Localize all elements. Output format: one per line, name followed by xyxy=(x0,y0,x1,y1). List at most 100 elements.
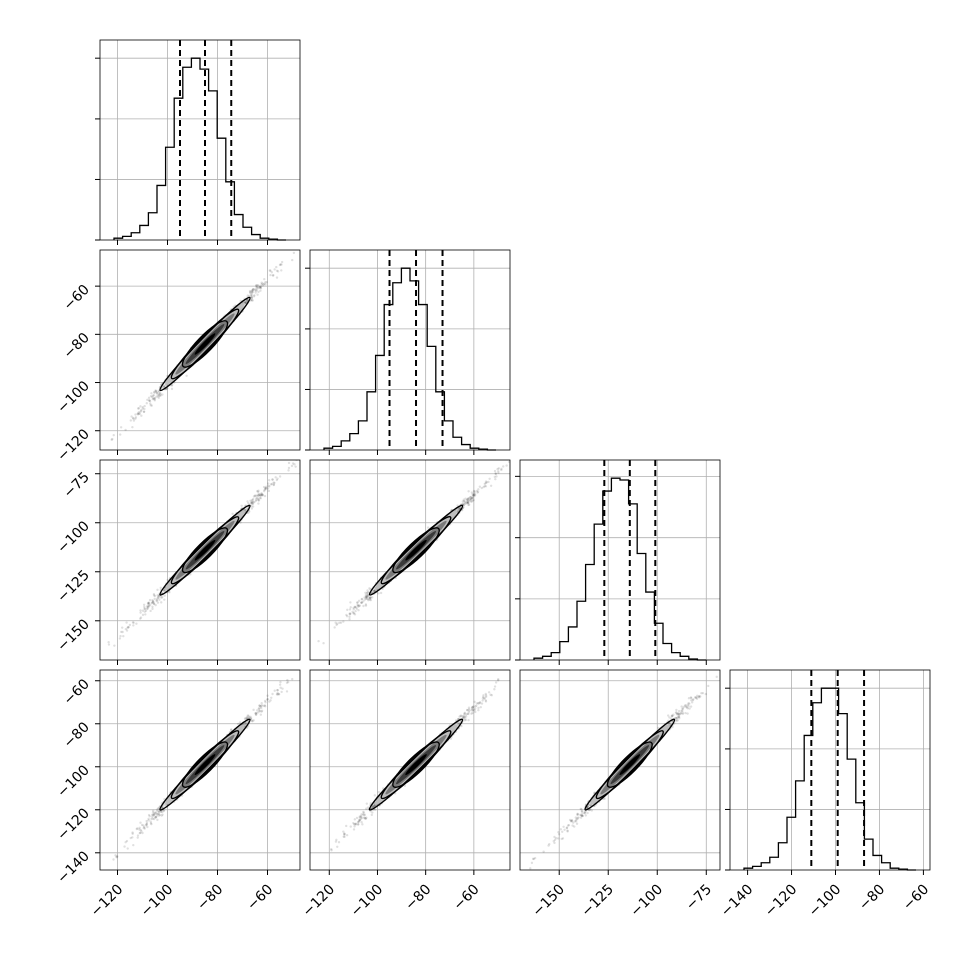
scatter-point xyxy=(250,502,253,505)
scatter-point xyxy=(150,392,153,395)
scatter-point xyxy=(687,702,690,705)
scatter-point xyxy=(262,485,266,489)
scatter-point xyxy=(149,609,152,613)
scatter-point xyxy=(259,287,263,290)
scatter-point xyxy=(149,404,152,407)
scatter-point xyxy=(255,494,259,497)
scatter-point xyxy=(143,407,146,411)
scatter-point xyxy=(280,690,283,694)
scatter-point xyxy=(364,817,367,820)
scatter-point xyxy=(140,414,143,417)
scatter-point xyxy=(244,301,247,305)
scatter-point xyxy=(342,830,345,833)
scatter-point xyxy=(473,708,476,712)
scatter-point xyxy=(140,408,143,412)
scatter-point xyxy=(482,485,485,489)
scatter-point xyxy=(330,848,333,851)
scatter-point xyxy=(275,478,279,482)
scatter-point xyxy=(372,590,375,593)
scatter-point xyxy=(698,696,701,699)
scatter-point xyxy=(141,613,145,617)
scatter-point xyxy=(110,438,113,441)
scatter-point xyxy=(138,410,141,414)
scatter-point xyxy=(137,407,141,410)
scatter-point xyxy=(461,502,464,505)
scatter-point xyxy=(147,396,151,400)
scatter-point xyxy=(252,719,255,722)
scatter-point xyxy=(259,285,262,289)
scatter-point xyxy=(494,477,497,481)
scatter-point xyxy=(507,460,510,464)
scatter-point xyxy=(338,621,341,624)
scatter-point xyxy=(131,425,134,429)
scatter-point xyxy=(249,715,252,719)
panel-frame xyxy=(309,669,511,871)
scatter-point xyxy=(336,845,339,848)
scatter-point xyxy=(144,824,148,827)
scatter-point xyxy=(257,502,260,505)
scatter-point xyxy=(153,597,156,601)
scatter-point xyxy=(154,811,157,814)
scatter-point xyxy=(152,602,156,605)
scatter-point xyxy=(132,624,135,627)
scatter-point xyxy=(257,284,260,287)
scatter-point xyxy=(476,491,479,494)
scatter-point xyxy=(254,712,257,715)
scatter-point xyxy=(162,385,165,388)
scatter-point xyxy=(469,497,473,501)
scatter-point xyxy=(360,598,363,601)
scatter-point xyxy=(264,701,267,704)
scatter-point xyxy=(264,488,267,491)
scatter-point xyxy=(148,598,152,602)
scatter-point xyxy=(462,499,466,503)
scatter-point xyxy=(357,820,360,824)
scatter-point xyxy=(494,472,497,475)
scatter-point xyxy=(681,711,684,715)
scatter-point xyxy=(120,630,123,634)
panel-frame xyxy=(519,459,721,661)
scatter-point xyxy=(136,836,139,839)
scatter-point xyxy=(471,492,474,496)
scatter-point xyxy=(488,477,491,480)
scatter-point xyxy=(107,640,110,644)
scatter-point xyxy=(358,815,362,818)
scatter-point xyxy=(258,493,261,497)
scatter-point xyxy=(260,710,263,713)
scatter-point xyxy=(682,705,686,709)
scatter-point xyxy=(152,817,156,821)
scatter-point xyxy=(675,719,678,723)
scatter-point xyxy=(156,813,159,816)
scatter-point xyxy=(478,701,482,705)
scatter-point xyxy=(341,628,343,630)
scatter-point xyxy=(238,721,242,724)
scatter-point xyxy=(483,697,486,701)
scatter-point xyxy=(477,702,480,705)
scatter-point xyxy=(280,263,283,266)
scatter-point xyxy=(264,485,268,489)
scatter-point xyxy=(342,620,345,623)
scatter-point xyxy=(147,603,150,606)
scatter-point xyxy=(277,693,281,696)
scatter-point xyxy=(248,289,252,293)
scatter-point xyxy=(275,265,278,269)
scatter-point xyxy=(466,498,469,501)
scatter-point xyxy=(557,833,561,836)
y-tick-label: −75 xyxy=(61,469,93,501)
scatter-point xyxy=(464,717,467,720)
scatter-point xyxy=(276,477,279,480)
scatter-point xyxy=(147,602,150,605)
scatter-point xyxy=(246,500,249,503)
scatter-point xyxy=(262,704,265,708)
scatter-point xyxy=(147,605,151,608)
x-tick-label: −80 xyxy=(402,882,434,914)
scatter-point xyxy=(151,600,155,604)
scatter-point xyxy=(572,821,575,824)
scatter-point xyxy=(249,716,253,720)
x-tick-label: −100 xyxy=(138,882,177,921)
scatter-point xyxy=(170,384,174,387)
scatter-point xyxy=(278,683,282,686)
scatter-point xyxy=(252,288,255,291)
scatter-point xyxy=(239,521,242,524)
scatter-point xyxy=(269,273,272,277)
scatter-point xyxy=(502,465,505,468)
